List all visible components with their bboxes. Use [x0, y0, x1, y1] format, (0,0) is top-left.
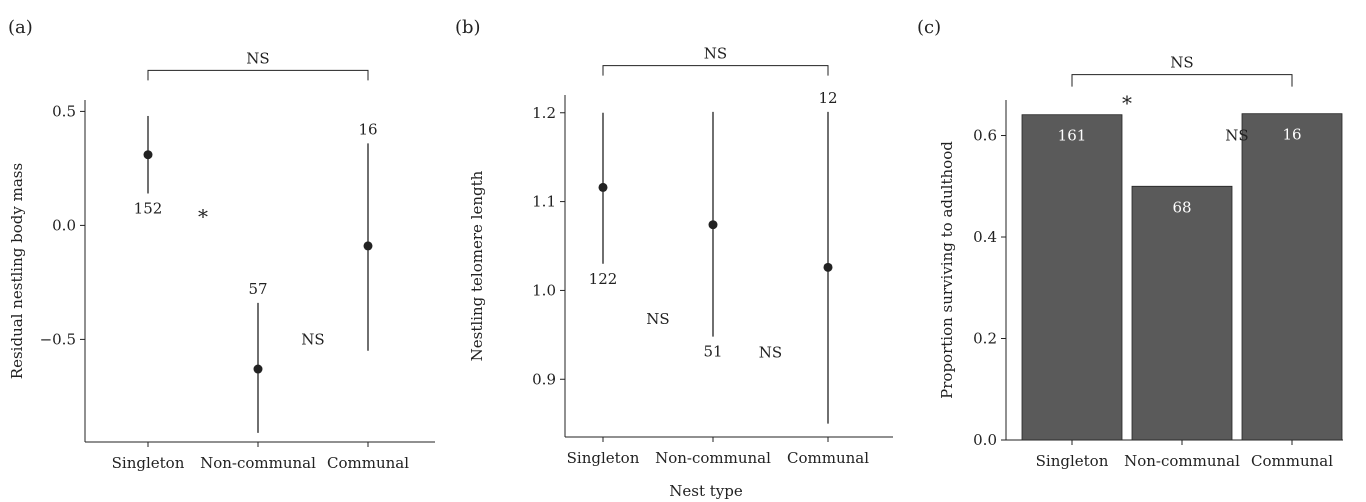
x-tick-label: Non-communal	[655, 449, 771, 467]
comparison-label: NS	[246, 49, 269, 67]
comparison-label: NS	[301, 330, 324, 348]
y-tick-label: 0.0	[52, 216, 76, 234]
x-tick-label: Communal	[787, 449, 869, 467]
y-tick-label: 1.0	[532, 281, 556, 299]
comparison-label: NS	[646, 310, 669, 328]
panel-c: (c) 0.0 0.2 0.4 0.6 Singleton Non-communal Comm…	[917, 17, 1343, 470]
panel-letter: (b)	[455, 17, 481, 38]
data-point	[253, 364, 263, 374]
sample-size-label: 57	[248, 280, 267, 298]
x-tick-label: Communal	[1251, 452, 1333, 470]
panel-b: (b) 0.9 1.0 1.1 1.2 Singleton Non-communal Comm…	[455, 17, 893, 467]
bar-n-label: 68	[1172, 198, 1191, 216]
y-axis-title: Residual nestling body mass	[8, 163, 26, 379]
comparison-label: NS	[1170, 54, 1193, 72]
panel-a: (a) −0.5 0.0 0.5 Singleton Non-communal Commun…	[8, 17, 435, 472]
x-tick-label: Singleton	[1036, 452, 1109, 470]
y-axis-title: Nestling telomere length	[468, 170, 486, 361]
comparison-label: NS	[1225, 127, 1248, 145]
y-axis-title: Proportion surviving to adulthood	[938, 141, 956, 399]
y-tick-label: 0.4	[973, 228, 997, 246]
bar-n-label: 16	[1282, 126, 1301, 144]
y-tick-label: 0.9	[532, 370, 556, 388]
sample-size-label: 122	[589, 270, 618, 288]
x-tick-label: Singleton	[567, 449, 640, 467]
panel-letter: (a)	[8, 17, 33, 38]
bar	[1131, 185, 1233, 441]
sample-size-label: 12	[818, 89, 837, 107]
data-point	[143, 150, 153, 160]
x-tick-label: Communal	[327, 454, 409, 472]
y-tick-label: 0.6	[973, 127, 997, 145]
bar	[1021, 114, 1123, 441]
y-tick-label: 1.2	[532, 104, 556, 122]
y-tick-label: −0.5	[40, 330, 76, 348]
data-point	[598, 182, 608, 192]
comparison-label: NS	[704, 45, 727, 63]
data-point	[708, 220, 718, 230]
sample-size-label: 51	[703, 343, 722, 361]
panel-letter: (c)	[917, 17, 941, 38]
data-point	[823, 262, 833, 272]
x-tick-label: Singleton	[112, 454, 185, 472]
sample-size-label: 16	[358, 120, 377, 138]
comparison-bracket	[1071, 74, 1293, 87]
data-point	[363, 241, 373, 251]
bar	[1241, 113, 1343, 441]
comparison-label: *	[198, 205, 208, 229]
comparison-bracket	[147, 69, 369, 81]
y-tick-label: 0.2	[973, 330, 997, 348]
y-tick-label: 0.5	[52, 102, 76, 120]
x-tick-label: Non-communal	[1124, 452, 1240, 470]
x-axis-title: Nest type	[669, 482, 743, 500]
y-tick-label: 0.0	[973, 431, 997, 449]
y-tick-label: 1.1	[532, 193, 556, 211]
comparison-label: NS	[759, 344, 782, 362]
sample-size-label: 152	[134, 199, 163, 217]
comparison-label: *	[1122, 91, 1132, 115]
x-tick-label: Non-communal	[200, 454, 316, 472]
bar-n-label: 161	[1058, 127, 1087, 145]
comparison-bracket	[602, 65, 829, 76]
